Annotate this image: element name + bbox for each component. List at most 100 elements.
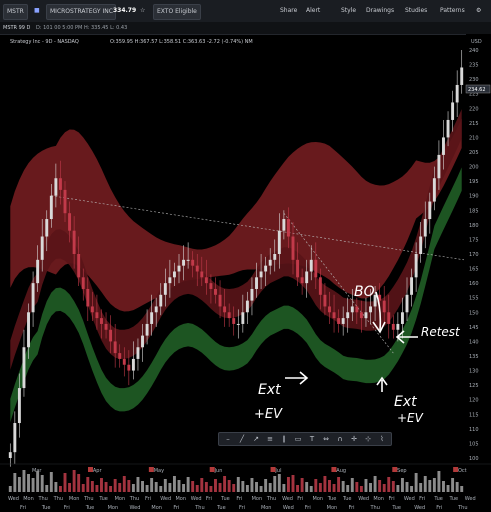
day-tick-label: Mon — [108, 505, 119, 511]
line-icon[interactable]: ╱ — [239, 435, 245, 443]
volume-bar — [446, 485, 450, 492]
volume-bar — [355, 482, 359, 492]
volume-bar — [195, 485, 199, 492]
cross-icon[interactable]: ✛ — [351, 435, 357, 443]
candle-body — [414, 254, 418, 278]
candle-body — [423, 219, 427, 237]
day-tick-label: Fri — [64, 505, 70, 511]
month-tick-label: Jun — [214, 468, 223, 474]
day-tick-label: Mon — [23, 496, 34, 502]
volume-bar — [177, 480, 181, 492]
event-marker-icon — [270, 467, 276, 472]
volume-bar — [118, 483, 122, 492]
candle-body — [54, 178, 58, 196]
star-icon[interactable]: ☆ — [140, 7, 146, 14]
top-toolbar: MSTR ■ MICROSTRATEGY INC A 334.79 ☆ EXTO… — [0, 0, 491, 23]
day-tick-label: Tue — [391, 505, 401, 511]
volume-bar — [154, 482, 158, 492]
volume-bar — [127, 480, 131, 492]
day-tick-label: Wed — [191, 496, 202, 502]
candle-body — [410, 277, 414, 295]
day-tick-label: Tue — [220, 496, 230, 502]
symbol-input[interactable]: MSTR — [3, 4, 28, 20]
minus-icon[interactable]: – — [226, 435, 230, 443]
volume-bar — [209, 486, 213, 492]
measure-icon[interactable]: ⇔ — [323, 435, 329, 443]
channel-icon[interactable]: ∥ — [282, 435, 286, 443]
candle-body — [437, 154, 441, 179]
volume-bar — [328, 480, 331, 492]
price-tick-label: 165 — [469, 267, 479, 273]
settings-icon[interactable]: ⚙ — [476, 7, 482, 14]
price-tick-label: 200 — [469, 165, 479, 171]
volume-bar — [419, 483, 423, 492]
candle-body — [177, 265, 181, 272]
candle-body — [296, 259, 300, 278]
day-tick-label: Thu — [266, 496, 276, 502]
candle-body — [172, 271, 176, 278]
candle-body — [391, 323, 395, 330]
volume-bar — [241, 481, 245, 492]
drawings-button[interactable]: Drawings — [366, 7, 395, 14]
rect-icon[interactable]: ▭ — [294, 435, 302, 443]
day-tick-label: Thu — [369, 505, 379, 511]
candle-body — [195, 265, 199, 272]
volume-bar — [72, 470, 76, 492]
day-tick-label: Thu — [457, 505, 467, 511]
patterns-button[interactable]: Patterns — [440, 7, 465, 14]
candle-body — [40, 236, 44, 260]
candle-body — [273, 254, 277, 260]
crosshair-icon[interactable]: ⊹ — [365, 435, 371, 443]
ray-icon[interactable]: ↗ — [253, 435, 259, 443]
svg-text:Ext: Ext — [258, 382, 281, 398]
volume-bar — [410, 486, 414, 492]
zigzag-icon[interactable]: ⌇ — [380, 435, 384, 443]
studies-button[interactable]: Studies — [405, 7, 428, 14]
fib-icon[interactable]: ≡ — [267, 435, 273, 443]
price-chart[interactable]: 240 235 230 225 220 215 210 205 200 195 190 185 180 1… — [0, 34, 491, 512]
volume-bar — [186, 477, 190, 492]
drawing-toolbar: – ╱ ↗ ≡ ∥ ▭ T ⇔ ∩ ✛ ⊹ ⌇ — [218, 432, 392, 446]
price-tick-label: 215 — [469, 121, 479, 127]
alert-button[interactable]: Alert — [306, 7, 321, 14]
volume-bar — [396, 485, 400, 492]
candle-body — [8, 452, 12, 458]
candle-body — [200, 271, 204, 278]
candle-body — [58, 178, 62, 190]
style-button[interactable]: Style — [341, 7, 357, 14]
volume-bar — [49, 472, 53, 492]
candle-body — [214, 288, 217, 295]
candle-body — [432, 178, 436, 202]
candle-body — [168, 277, 172, 284]
volume-bar — [264, 479, 268, 492]
day-tick-label: Tue — [216, 505, 226, 511]
red-ma-band — [10, 118, 462, 312]
candle-body — [17, 388, 21, 424]
volume-bar — [437, 471, 441, 492]
day-tick-label: Tue — [433, 496, 443, 502]
event-marker-icon — [453, 467, 459, 472]
candlesticks — [8, 50, 464, 467]
day-tick-label: Wed — [358, 496, 369, 502]
annotation-retest: Retest — [395, 325, 461, 344]
price-tick-label: 150 — [469, 310, 479, 316]
link-icon[interactable]: ■ — [34, 7, 40, 14]
volume-bar — [159, 486, 163, 492]
month-tick-label: Sep — [397, 468, 406, 474]
volume-bar — [428, 480, 432, 492]
timeframe-label[interactable]: MSTR 99 D — [3, 25, 31, 31]
price-axis[interactable]: 240 235 230 225 220 215 210 205 200 195 190 185 180 1… — [466, 34, 491, 464]
price-tick-label: 235 — [469, 63, 479, 69]
share-button[interactable]: Share — [280, 7, 298, 14]
volume-bar — [378, 480, 382, 492]
account-selector[interactable]: EXTO Eligible — [153, 4, 201, 20]
volume-bar — [145, 485, 149, 492]
ohlc-readout: O:359.95 H:367.57 L:358.51 C:363.63 -2.7… — [110, 39, 253, 45]
text-icon[interactable]: T — [309, 435, 315, 443]
candle-body — [286, 219, 290, 237]
price-tick-label: 140 — [469, 339, 479, 345]
magnet-icon[interactable]: ∩ — [337, 435, 343, 443]
volume-bar — [236, 477, 240, 492]
day-tick-label: Tue — [327, 496, 337, 502]
resistance-trend-line — [51, 195, 465, 261]
